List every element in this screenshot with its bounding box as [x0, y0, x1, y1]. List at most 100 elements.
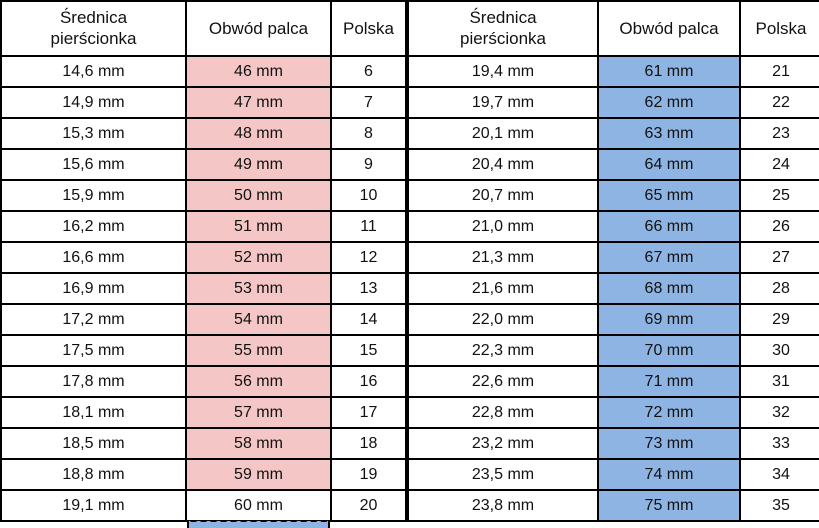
- table-row: 22,0 mm 69 mm 29: [407, 303, 819, 336]
- diameter-cell: 22,0 mm: [407, 303, 599, 336]
- table-row: 20,4 mm 64 mm 24: [407, 148, 819, 181]
- table-row: 17,5 mm 55 mm 15: [0, 334, 407, 367]
- circumference-cell: 56 mm: [185, 365, 332, 398]
- diameter-cell: 17,2 mm: [0, 303, 187, 336]
- diameter-cell: 14,9 mm: [0, 86, 187, 119]
- diameter-cell: 21,3 mm: [407, 241, 599, 274]
- diameter-cell: 21,0 mm: [407, 210, 599, 243]
- size-cell: 35: [739, 489, 819, 522]
- header-diameter-label: Średnica pierścionka: [460, 8, 546, 48]
- table-row: 22,8 mm 72 mm 32: [407, 396, 819, 429]
- size-cell: 18: [330, 427, 407, 460]
- table-row: 18,5 mm 58 mm 18: [0, 427, 407, 460]
- table-row: 23,8 mm 75 mm 35: [407, 489, 819, 522]
- diameter-cell: 23,5 mm: [407, 458, 599, 491]
- circumference-cell: 48 mm: [185, 117, 332, 150]
- circumference-cell: 58 mm: [185, 427, 332, 460]
- diameter-cell: 18,8 mm: [0, 458, 187, 491]
- circumference-cell: 51 mm: [185, 210, 332, 243]
- table-row: 19,7 mm 62 mm 22: [407, 86, 819, 119]
- table-row: 17,2 mm 54 mm 14: [0, 303, 407, 336]
- table-body-right: 19,4 mm 61 mm 21 19,7 mm 62 mm 22 20,1 mm 63 mm…: [407, 55, 819, 522]
- circumference-cell: 50 mm: [185, 179, 332, 212]
- diameter-cell: 22,6 mm: [407, 365, 599, 398]
- size-cell: 31: [739, 365, 819, 398]
- diameter-cell: 15,3 mm: [0, 117, 187, 150]
- size-cell: 15: [330, 334, 407, 367]
- table-row: 14,6 mm 46 mm 6: [0, 55, 407, 88]
- ring-size-table-left: Średnica pierścionka Obwód palca Polska …: [0, 0, 407, 522]
- diameter-cell: 20,4 mm: [407, 148, 599, 181]
- size-cell: 8: [330, 117, 407, 150]
- header-polish-size: Polska: [739, 0, 819, 57]
- circumference-cell: 73 mm: [597, 427, 741, 460]
- ring-size-table-right: Średnica pierścionka Obwód palca Polska …: [407, 0, 819, 522]
- circumference-cell: 62 mm: [597, 86, 741, 119]
- circumference-cell: 49 mm: [185, 148, 332, 181]
- diameter-cell: 15,9 mm: [0, 179, 187, 212]
- table-row: 17,8 mm 56 mm 16: [0, 365, 407, 398]
- table-header: Średnica pierścionka Obwód palca Polska: [407, 0, 819, 57]
- size-cell: 25: [739, 179, 819, 212]
- size-cell: 14: [330, 303, 407, 336]
- size-cell: 17: [330, 396, 407, 429]
- table-row: 21,6 mm 68 mm 28: [407, 272, 819, 305]
- table-row: 21,0 mm 66 mm 26: [407, 210, 819, 243]
- table-row: 15,3 mm 48 mm 8: [0, 117, 407, 150]
- diameter-cell: 18,5 mm: [0, 427, 187, 460]
- cutoff-blue-cell-fragment: [187, 521, 330, 528]
- size-cell: 10: [330, 179, 407, 212]
- table-row: 15,9 mm 50 mm 10: [0, 179, 407, 212]
- header-circumference: Obwód palca: [597, 0, 741, 57]
- diameter-cell: 14,6 mm: [0, 55, 187, 88]
- size-cell: 19: [330, 458, 407, 491]
- table-row: 20,1 mm 63 mm 23: [407, 117, 819, 150]
- diameter-cell: 17,5 mm: [0, 334, 187, 367]
- size-cell: 21: [739, 55, 819, 88]
- size-cell: 11: [330, 210, 407, 243]
- circumference-cell: 54 mm: [185, 303, 332, 336]
- table-row: 22,3 mm 70 mm 30: [407, 334, 819, 367]
- circumference-cell: 59 mm: [185, 458, 332, 491]
- size-cell: 16: [330, 365, 407, 398]
- size-cell: 20: [330, 489, 407, 522]
- diameter-cell: 22,3 mm: [407, 334, 599, 367]
- circumference-cell: 71 mm: [597, 365, 741, 398]
- diameter-cell: 21,6 mm: [407, 272, 599, 305]
- table-row: 20,7 mm 65 mm 25: [407, 179, 819, 212]
- header-polish-size: Polska: [330, 0, 407, 57]
- header-diameter: Średnica pierścionka: [407, 0, 599, 57]
- diameter-cell: 16,2 mm: [0, 210, 187, 243]
- header-diameter: Średnica pierścionka: [0, 0, 187, 57]
- diameter-cell: 17,8 mm: [0, 365, 187, 398]
- table-row: 19,4 mm 61 mm 21: [407, 55, 819, 88]
- size-cell: 28: [739, 272, 819, 305]
- table-row: 22,6 mm 71 mm 31: [407, 365, 819, 398]
- header-diameter-label: Średnica pierścionka: [50, 8, 137, 48]
- diameter-cell: 19,1 mm: [0, 489, 187, 522]
- circumference-cell: 64 mm: [597, 148, 741, 181]
- size-cell: 26: [739, 210, 819, 243]
- circumference-cell: 74 mm: [597, 458, 741, 491]
- circumference-cell: 47 mm: [185, 86, 332, 119]
- diameter-cell: 16,9 mm: [0, 272, 187, 305]
- circumference-cell: 67 mm: [597, 241, 741, 274]
- diameter-cell: 19,4 mm: [407, 55, 599, 88]
- diameter-cell: 20,7 mm: [407, 179, 599, 212]
- size-cell: 23: [739, 117, 819, 150]
- size-cell: 6: [330, 55, 407, 88]
- circumference-cell: 61 mm: [597, 55, 741, 88]
- circumference-cell: 75 mm: [597, 489, 741, 522]
- header-row: Średnica pierścionka Obwód palca Polska: [407, 0, 819, 57]
- size-cell: 7: [330, 86, 407, 119]
- table-row: 18,8 mm 59 mm 19: [0, 458, 407, 491]
- size-cell: 32: [739, 396, 819, 429]
- size-cell: 34: [739, 458, 819, 491]
- circumference-cell: 66 mm: [597, 210, 741, 243]
- table-row: 16,6 mm 52 mm 12: [0, 241, 407, 274]
- diameter-cell: 22,8 mm: [407, 396, 599, 429]
- table-header: Średnica pierścionka Obwód palca Polska: [0, 0, 407, 57]
- size-cell: 33: [739, 427, 819, 460]
- circumference-cell: 55 mm: [185, 334, 332, 367]
